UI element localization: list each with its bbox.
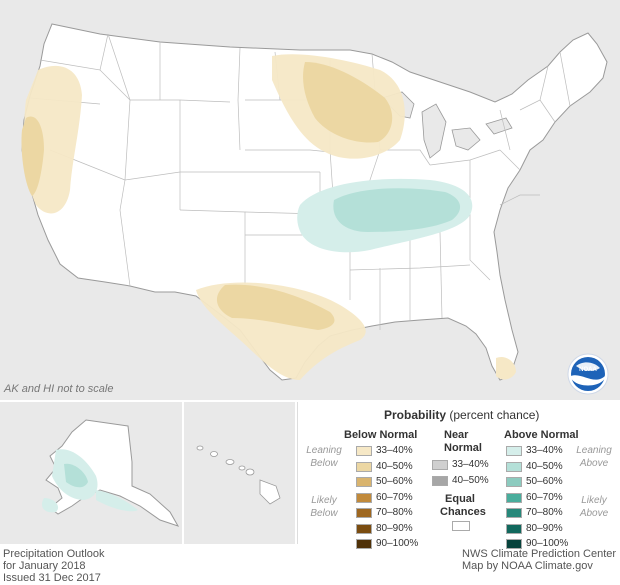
likely-above-label: Likely Above [579,495,609,519]
below-normal-swatch [356,492,372,503]
above-normal-label: 50–60% [526,476,563,487]
footer-left-line: Precipitation Outlook [3,548,105,560]
legend: Probability (percent chance) Below Norma… [297,402,620,549]
below-normal-label: 33–40% [376,445,413,456]
below-normal-label: 90–100% [376,538,419,549]
leaning-below-label: Leaning Below [306,445,342,469]
above-normal-swatch [506,523,522,534]
above-normal-heading: Above Normal [504,429,579,441]
below-normal-areas [21,54,516,380]
footer-right-line: NWS Climate Prediction Center [462,548,617,560]
legend-title: Probability (percent chance) [384,408,539,422]
likely-below-label: Likely Below [310,495,338,519]
alaska-inset [0,402,182,544]
equal-chances-swatch [452,521,470,531]
legend-title-rest: (percent chance) [449,408,540,422]
below-normal-label: 50–60% [376,476,413,487]
below-normal-swatch [356,477,372,487]
below-normal-label: 40–50% [376,460,413,472]
near-normal-swatch [432,460,448,470]
legend-title-bold: Probability [384,408,447,422]
near-normal-swatch [432,475,448,486]
hawaii-inset [184,402,295,544]
footer-left-line: Issued 31 Dec 2017 [3,572,101,584]
footer-left: Precipitation Outlook for January 2018 I… [3,548,105,584]
above-normal-areas [297,178,473,253]
near-normal-heading: Near Normal [444,429,482,454]
above-normal-label: 80–90% [526,522,563,534]
below-normal-swatch [356,523,372,534]
footer-right-line: Map by NOAA Climate.gov [462,560,593,572]
above-normal-swatch [506,446,522,456]
below-normal-label: 60–70% [376,491,413,503]
below-normal-label: 70–80% [376,507,413,518]
above-normal-swatch [506,539,522,549]
footer-left-line: for January 2018 [3,560,86,572]
above-normal-label: 70–80% [526,507,563,518]
near-normal-label: 40–50% [452,474,489,486]
scale-note: AK and HI not to scale [4,383,114,395]
leaning-above-label: Leaning Above [576,445,612,469]
noaa-logo-text: NOAA [579,367,597,373]
above-normal-label: 60–70% [526,491,563,503]
state-lines [29,33,571,330]
footer-right: NWS Climate Prediction Center Map by NOA… [462,548,616,572]
above-normal-label: 40–50% [526,460,563,472]
above-normal-swatch [506,508,522,518]
above-normal-swatch [506,461,522,472]
below-normal-swatch [356,539,372,549]
above-normal-swatch [506,492,522,503]
below-normal-heading: Below Normal [344,429,418,441]
near-normal-label: 33–40% [452,459,489,470]
noaa-logo: NOAA [567,353,609,395]
below-normal-swatch [356,446,372,456]
equal-chances-heading: Equal Chances [440,493,486,518]
below-normal-swatch [356,508,372,518]
above-normal-label: 90–100% [526,538,569,549]
conus-map: NOAA [0,0,620,400]
below-normal-label: 80–90% [376,522,413,534]
above-normal-label: 33–40% [526,445,563,456]
above-normal-swatch [506,477,522,487]
below-normal-swatch [356,461,372,472]
